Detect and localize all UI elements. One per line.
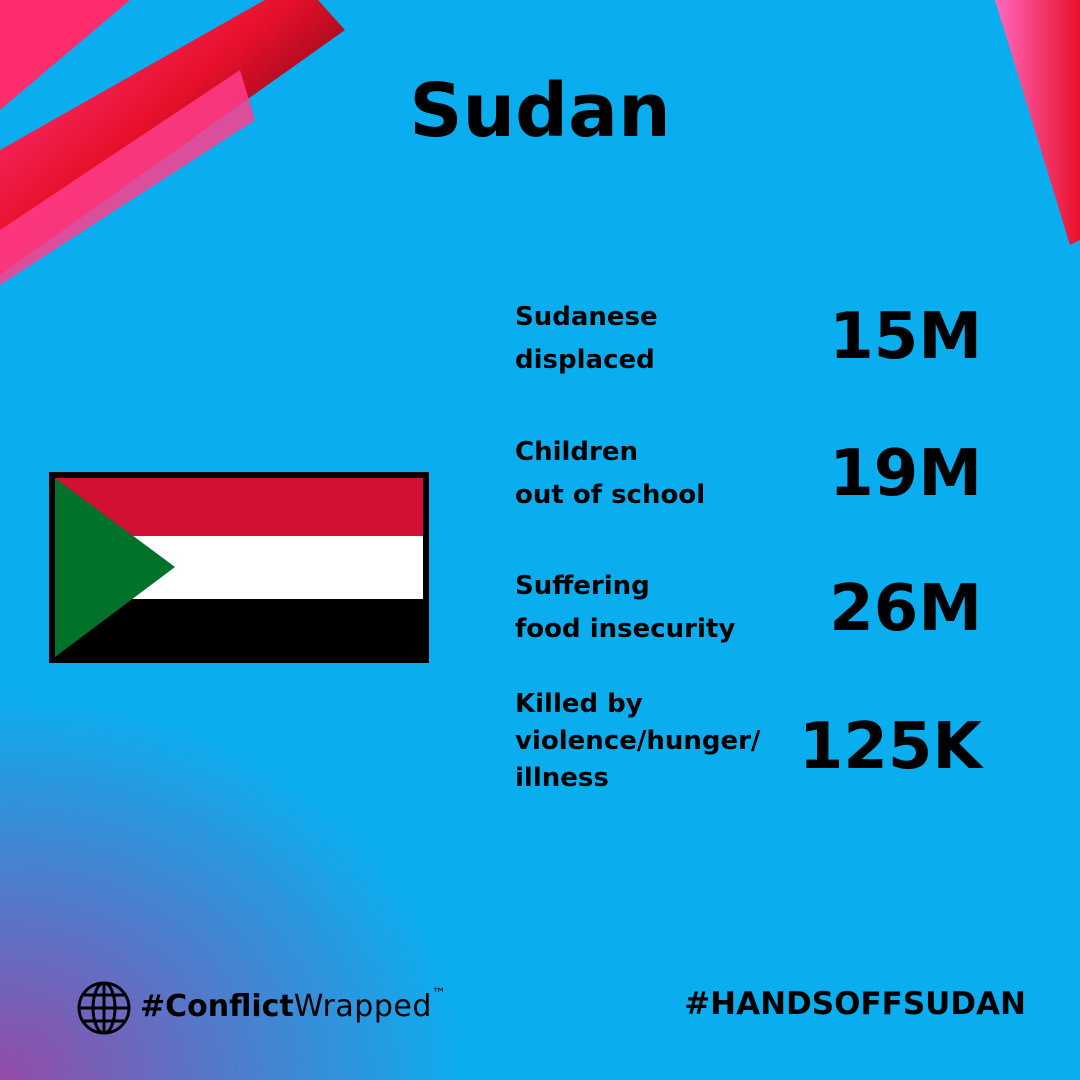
stat-label: Suffering food insecurity [515, 565, 735, 651]
stat-value: 15M [829, 300, 982, 374]
label-line: Sudanese [515, 302, 658, 332]
label-line: out of school [515, 480, 706, 510]
title: Sudan [409, 68, 671, 154]
stat-value: 19M [829, 437, 982, 511]
label-line: violence/hunger/ [515, 726, 761, 756]
stat-value: 26M [829, 572, 982, 646]
label-line: food insecurity [515, 614, 736, 644]
label-line: Children [515, 437, 638, 467]
label-line: displaced [515, 345, 655, 375]
stat-label: Sudanese displaced [515, 296, 658, 382]
globe-icon [77, 981, 131, 1035]
label-line: illness [515, 763, 609, 793]
brand-bold: #Conflict [140, 989, 294, 1024]
stat-label: Children out of school [515, 431, 705, 517]
label-line: Killed by [515, 689, 643, 719]
sudan-flag [49, 472, 429, 663]
brand-light: Wrapped [293, 989, 432, 1024]
brand-mark: ™ [431, 986, 446, 1002]
stat-value: 125K [798, 710, 982, 784]
hashtag: #HANDSOFFSUDAN [684, 986, 1026, 1022]
label-line: Suffering [515, 571, 650, 601]
brand: #ConflictWrapped™ [140, 986, 446, 1024]
stat-label: Killed by violence/hunger/illness [515, 686, 760, 797]
